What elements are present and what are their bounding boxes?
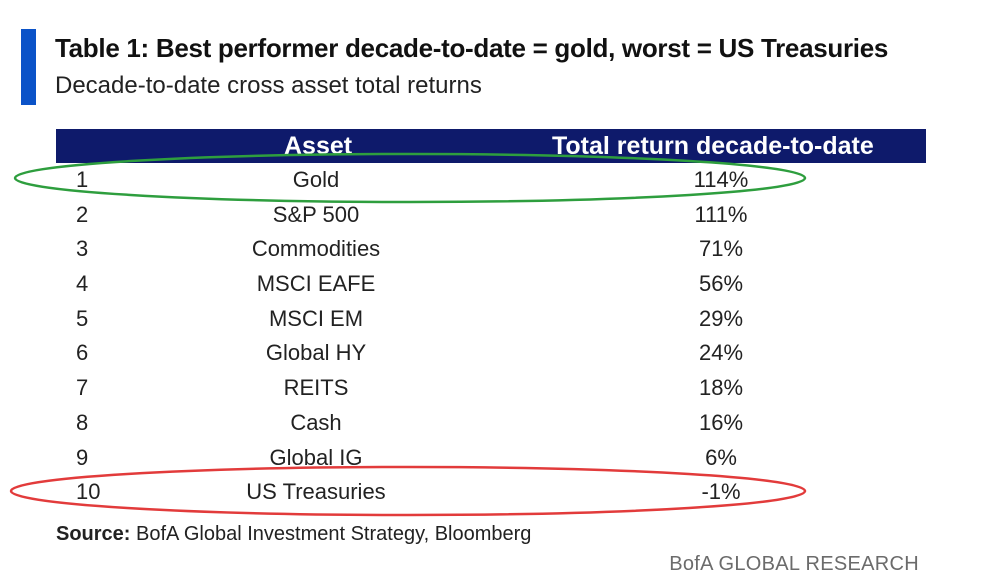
table-row: 10 US Treasuries -1% — [56, 475, 926, 510]
asset-cell: Global IG — [269, 444, 363, 470]
return-cell: 16% — [698, 409, 744, 435]
title-accent-bar — [21, 29, 36, 105]
return-cell: 111% — [694, 201, 748, 227]
return-cell: 18% — [698, 375, 744, 401]
return-cell: 71% — [698, 236, 744, 262]
table-row: 6 Global HY 24% — [56, 336, 926, 371]
rank-cell: 7 — [76, 375, 89, 401]
asset-cell: Commodities — [251, 236, 381, 262]
asset-cell: US Treasuries — [246, 479, 386, 505]
return-cell: 29% — [698, 305, 744, 331]
rank-cell: 4 — [76, 271, 89, 297]
table-body: 1 Gold 114% 2 S&P 500 111% 3 Commodities… — [56, 163, 926, 510]
table-row: 3 Commodities 71% — [56, 232, 926, 267]
return-cell: 114% — [693, 167, 749, 192]
source-note: Source: BofA Global Investment Strategy,… — [56, 523, 531, 546]
column-header-asset: Asset — [284, 132, 353, 160]
return-cell: -1% — [701, 479, 741, 505]
asset-cell: MSCI EAFE — [256, 271, 376, 297]
table-row: 5 MSCI EM 29% — [56, 302, 926, 337]
table-row: 4 MSCI EAFE 56% — [56, 267, 926, 302]
rank-cell: 3 — [76, 236, 89, 262]
chart-subtitle: Decade-to-date cross asset total returns — [55, 72, 482, 99]
asset-cell: MSCI EM — [268, 305, 364, 331]
source-text: BofA Global Investment Strategy, Bloombe… — [130, 523, 532, 545]
rank-cell: 9 — [76, 444, 89, 470]
rank-cell: 8 — [76, 409, 89, 435]
table-row: 9 Global IG 6% — [56, 441, 926, 476]
source-label: Source: — [56, 523, 131, 545]
rank-cell: 6 — [76, 340, 89, 366]
table-row: 7 REITS 18% — [56, 371, 926, 406]
asset-cell: S&P 500 — [272, 201, 360, 227]
table-row: 1 Gold 114% — [56, 163, 926, 198]
return-cell: 56% — [698, 271, 744, 297]
table-row: 2 S&P 500 111% — [56, 198, 926, 233]
asset-cell: Global HY — [265, 340, 367, 366]
column-header-total-return: Total return decade-to-date — [552, 132, 874, 160]
table-header: Asset Total return decade-to-date — [56, 129, 926, 163]
rank-cell: 2 — [76, 201, 89, 227]
asset-cell: REITS — [283, 375, 349, 401]
asset-cell: Gold — [292, 167, 340, 192]
return-cell: 6% — [705, 444, 737, 470]
footer-brand: BofA GLOBAL RESEARCH — [669, 553, 919, 575]
rank-cell: 5 — [76, 305, 89, 331]
return-cell: 24% — [698, 340, 744, 366]
table-row: 8 Cash 16% — [56, 406, 926, 441]
asset-cell: Cash — [290, 409, 342, 435]
chart-title: Table 1: Best performer decade-to-date =… — [55, 33, 889, 63]
